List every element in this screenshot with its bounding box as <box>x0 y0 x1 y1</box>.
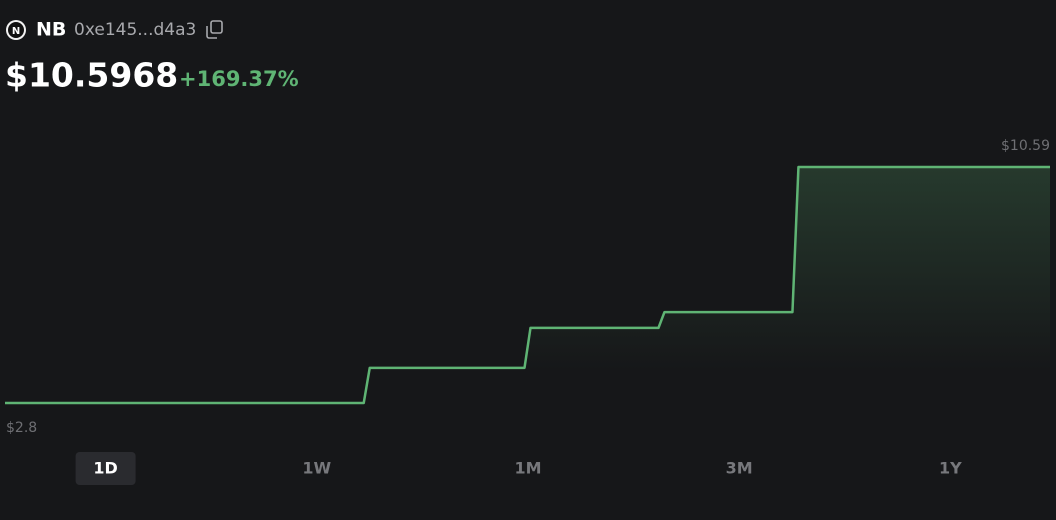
timeframe-tab[interactable]: 1D <box>93 459 117 478</box>
timeframe-tab[interactable]: 1W <box>302 459 331 478</box>
timeframe-tab[interactable]: 1M <box>514 459 541 478</box>
y-tick-label: $10.59 <box>1001 138 1050 154</box>
price-change: +169.37% <box>179 67 299 91</box>
y-tick-label: $2.8 <box>6 420 37 436</box>
copy-button[interactable] <box>206 20 223 39</box>
token-icon-inner <box>8 22 24 38</box>
token-icon-letter: N <box>12 26 20 37</box>
token-address: 0xe145...d4a3 <box>74 20 196 40</box>
token-symbol: NB <box>36 19 66 41</box>
active-tab-bg <box>75 452 136 485</box>
price-area <box>5 167 1050 403</box>
timeframe-tab[interactable]: 3M <box>726 459 753 478</box>
price-line <box>5 165 1050 405</box>
price: $10.5968 <box>5 56 178 95</box>
timeframe-tab[interactable]: 1Y <box>939 459 962 478</box>
